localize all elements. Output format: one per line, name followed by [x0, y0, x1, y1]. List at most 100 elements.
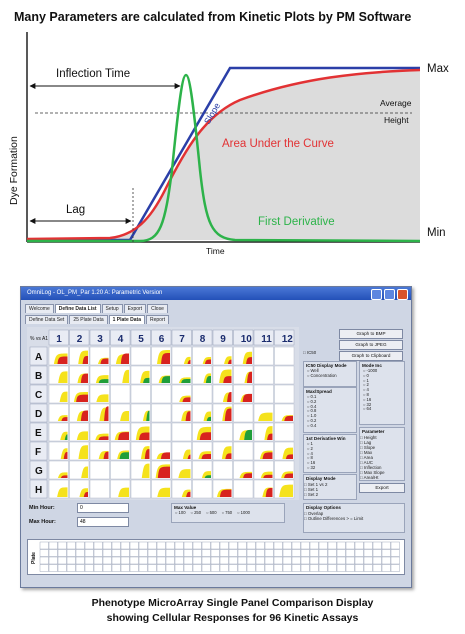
well[interactable] — [48, 346, 69, 366]
well[interactable] — [192, 479, 213, 499]
well[interactable] — [171, 460, 192, 480]
max-hour-input[interactable]: 48 — [77, 517, 129, 527]
well[interactable] — [130, 384, 151, 404]
modeinc-option[interactable]: 0 — [360, 373, 404, 379]
well[interactable] — [274, 346, 295, 366]
well[interactable] — [89, 441, 110, 461]
dopts-option[interactable]: Overlap — [304, 511, 404, 516]
well[interactable] — [233, 346, 254, 366]
dmode-option[interactable]: Set 2 — [304, 492, 356, 497]
modeinc-option[interactable]: 8 — [360, 392, 404, 398]
well[interactable] — [171, 365, 192, 385]
subtab-1[interactable]: 25 Plate Data — [69, 315, 108, 324]
well[interactable] — [110, 384, 131, 404]
param-option[interactable]: Max Slope — [360, 470, 404, 475]
well[interactable] — [274, 365, 295, 385]
well[interactable] — [274, 479, 295, 499]
ic50-checkbox[interactable]: IC50 — [303, 350, 316, 355]
well[interactable] — [253, 403, 274, 423]
deriv-option[interactable]: 1 — [304, 441, 356, 447]
well[interactable] — [110, 441, 131, 461]
well[interactable] — [130, 365, 151, 385]
well[interactable] — [253, 479, 274, 499]
param-option[interactable]: Lag — [360, 440, 404, 445]
well[interactable] — [130, 441, 151, 461]
well[interactable] — [212, 403, 233, 423]
well[interactable] — [48, 422, 69, 442]
graph-to-clipboard-button[interactable]: Graph to Clipboard — [339, 351, 403, 361]
deriv-option[interactable]: 8 — [304, 456, 356, 461]
tab-3[interactable]: Export — [123, 304, 147, 313]
export-button[interactable]: Export — [359, 483, 405, 493]
max-value-option[interactable]: 100 — [172, 510, 186, 516]
well[interactable] — [233, 460, 254, 480]
max-value-option[interactable]: 500 — [203, 510, 217, 516]
well[interactable] — [253, 365, 274, 385]
well[interactable] — [89, 365, 110, 385]
well[interactable] — [171, 479, 192, 499]
well[interactable] — [89, 479, 110, 499]
well[interactable] — [48, 384, 69, 404]
param-option[interactable]: Inflection — [360, 465, 404, 470]
well[interactable] — [192, 441, 213, 461]
maxspread-option[interactable]: 0.1 — [304, 394, 356, 400]
well[interactable] — [171, 384, 192, 404]
maxspread-option[interactable]: 1.0 — [304, 413, 356, 419]
maxspread-option[interactable]: 0.4 — [304, 404, 356, 410]
well[interactable] — [212, 441, 233, 461]
well[interactable] — [110, 479, 131, 499]
well[interactable] — [253, 384, 274, 404]
well[interactable] — [233, 422, 254, 442]
well[interactable] — [69, 441, 90, 461]
well[interactable] — [212, 365, 233, 385]
well[interactable] — [110, 422, 131, 442]
modeinc-option[interactable]: 16 — [360, 397, 404, 403]
well[interactable] — [192, 460, 213, 480]
max-value-option[interactable]: 1000 — [234, 510, 250, 516]
well[interactable] — [171, 403, 192, 423]
subtab-3[interactable]: Report — [145, 315, 169, 324]
well[interactable] — [151, 460, 172, 480]
well[interactable] — [130, 346, 151, 366]
well[interactable] — [89, 460, 110, 480]
well[interactable] — [192, 365, 213, 385]
close-icon[interactable] — [397, 289, 408, 300]
modeinc-option[interactable]: 1 — [360, 378, 404, 384]
well[interactable] — [233, 403, 254, 423]
modeinc-option[interactable]: 64 — [360, 407, 404, 412]
well[interactable] — [233, 441, 254, 461]
ic50-mode-concentration[interactable]: Concentration — [304, 373, 356, 379]
dmode-option[interactable]: Set 1 — [304, 487, 356, 492]
well[interactable] — [151, 346, 172, 366]
maxspread-option[interactable]: 0.4 — [304, 423, 356, 429]
well[interactable] — [130, 460, 151, 480]
param-option[interactable]: Max — [360, 450, 404, 455]
well[interactable] — [274, 422, 295, 442]
well[interactable] — [89, 384, 110, 404]
well[interactable] — [151, 384, 172, 404]
dopts-option[interactable]: Outline Differences > = Limit — [304, 516, 404, 521]
param-option[interactable]: Slope — [360, 445, 404, 450]
well[interactable] — [89, 403, 110, 423]
param-option[interactable]: Height — [360, 435, 404, 440]
well[interactable] — [69, 422, 90, 442]
deriv-option[interactable]: 4 — [304, 451, 356, 457]
well[interactable] — [233, 365, 254, 385]
maxspread-option[interactable]: 0.8 — [304, 409, 356, 414]
well[interactable] — [151, 403, 172, 423]
graph-to-bmp-button[interactable]: Graph to BMP — [339, 329, 403, 339]
well[interactable] — [48, 441, 69, 461]
minimize-icon[interactable] — [371, 289, 382, 300]
well[interactable] — [192, 384, 213, 404]
well[interactable] — [212, 422, 233, 442]
well[interactable] — [130, 422, 151, 442]
well[interactable] — [171, 422, 192, 442]
well[interactable] — [48, 403, 69, 423]
max-value-option[interactable]: 250 — [188, 510, 201, 516]
subtab-0[interactable]: Define Data Set — [25, 315, 69, 324]
well[interactable] — [69, 460, 90, 480]
well[interactable] — [110, 460, 131, 480]
well[interactable] — [151, 441, 172, 461]
well[interactable] — [48, 460, 69, 480]
dmode-option[interactable]: Set 1 vs 2 — [304, 482, 356, 487]
